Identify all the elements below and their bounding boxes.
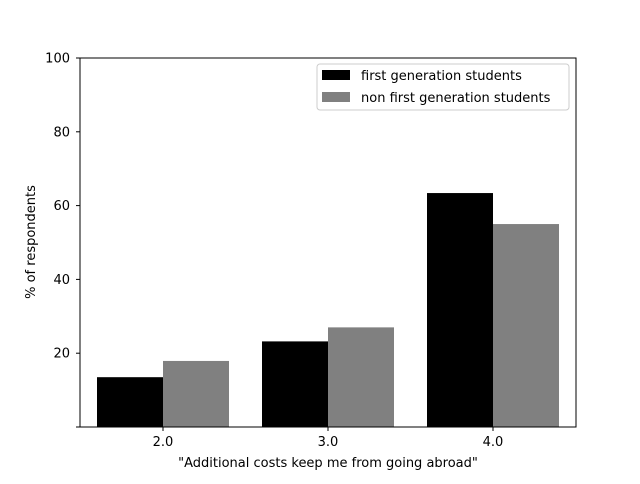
bar-first-gen-3.0 (262, 341, 328, 427)
legend-swatch-first-generation (322, 70, 350, 80)
bar-non-first-gen-2.0 (163, 360, 229, 427)
legend-label-non-first-generation: non first generation students (361, 91, 551, 106)
bar-non-first-gen-4.0 (493, 224, 559, 427)
y-tick-label: 100 (45, 52, 70, 67)
legend-swatch-non-first-generation (322, 92, 350, 102)
legend: first generation students non first gene… (316, 63, 570, 111)
legend-frame (316, 63, 570, 111)
y-tick-label: 20 (53, 347, 70, 362)
legend-label-first-generation: first generation students (361, 69, 522, 84)
y-tick-label: 80 (53, 125, 70, 140)
x-tick-label: 3.0 (318, 435, 339, 450)
y-tick-label: 60 (53, 199, 70, 214)
y-ticks: 20 40 60 80 100 (45, 52, 80, 428)
y-axis-label: % of respondents (24, 185, 39, 299)
x-axis-label: "Additional costs keep me from going abr… (178, 456, 478, 471)
x-tick-label: 2.0 (153, 435, 174, 450)
bars-layer (97, 193, 559, 427)
bar-first-gen-2.0 (97, 377, 163, 427)
y-tick-label: 40 (53, 273, 70, 288)
bar-first-gen-4.0 (427, 193, 493, 427)
bar-non-first-gen-3.0 (328, 327, 394, 427)
x-ticks: 2.0 3.0 4.0 (153, 427, 504, 450)
x-tick-label: 4.0 (483, 435, 504, 450)
